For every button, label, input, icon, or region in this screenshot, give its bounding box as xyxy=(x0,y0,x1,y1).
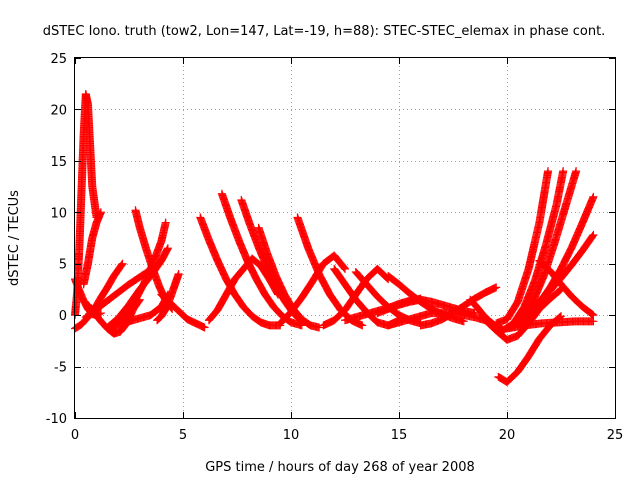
series-pass-33 xyxy=(507,167,581,332)
y-tick-label: 20 xyxy=(50,103,67,118)
x-axis-label: GPS time / hours of day 268 of year 2008 xyxy=(205,460,475,475)
series-pass-4 xyxy=(79,208,105,289)
data-point xyxy=(589,230,598,239)
y-tick-label: 0 xyxy=(59,309,67,324)
x-tick-label: 25 xyxy=(607,428,624,443)
data-point xyxy=(96,208,105,217)
data-point xyxy=(340,263,349,272)
data-point xyxy=(459,317,468,326)
series-pass-11 xyxy=(153,270,183,325)
series-pass-37 xyxy=(535,256,598,320)
series-pass-16 xyxy=(204,254,283,325)
data-point xyxy=(559,167,568,176)
data-point xyxy=(163,244,172,253)
data-point xyxy=(587,309,596,318)
series-pass-31 xyxy=(492,167,553,328)
series-pass-12 xyxy=(157,290,209,332)
data-point xyxy=(174,270,183,278)
grid xyxy=(75,58,615,418)
data-point xyxy=(118,259,127,268)
data-point xyxy=(358,321,367,330)
y-tick-label: 5 xyxy=(59,258,67,273)
x-tick-label: 15 xyxy=(391,428,408,443)
x-tick-label: 10 xyxy=(283,428,300,443)
data-point xyxy=(117,260,126,269)
y-tick-label: 10 xyxy=(50,206,67,221)
data-point xyxy=(587,232,596,241)
y-tick-label: 25 xyxy=(50,52,67,67)
y-tick-label: 15 xyxy=(50,155,67,170)
data-point xyxy=(588,231,597,240)
y-tick-label: -10 xyxy=(46,412,67,427)
data-layer xyxy=(71,90,598,386)
x-tick-label: 5 xyxy=(179,428,187,443)
plot-frame xyxy=(74,57,616,419)
data-point xyxy=(315,323,324,332)
data-point xyxy=(544,167,553,176)
ticks: 0 5 10 15 20 25 -10 -5 0 5 10 15 20 25 xyxy=(46,52,624,443)
y-axis-label: dSTEC / TECUs xyxy=(7,190,22,286)
data-point xyxy=(341,264,349,273)
x-tick-label: 20 xyxy=(499,428,516,443)
data-point xyxy=(589,192,598,201)
series-pass-20 xyxy=(319,264,393,330)
y-tick-label: -5 xyxy=(54,361,67,376)
data-point xyxy=(161,218,170,227)
data-point xyxy=(572,167,581,176)
data-point xyxy=(117,261,126,270)
data-point xyxy=(589,311,598,320)
data-point xyxy=(588,310,597,319)
data-point xyxy=(492,283,501,292)
data-point xyxy=(200,323,209,332)
series-pass-1 xyxy=(71,90,101,320)
chart-title: dSTEC Iono. truth (tow2, Lon=147, Lat=-1… xyxy=(43,24,606,39)
data-point xyxy=(339,262,348,271)
x-tick-label: 0 xyxy=(71,428,79,443)
data-point xyxy=(555,287,564,296)
series-pass-27 xyxy=(416,283,501,330)
